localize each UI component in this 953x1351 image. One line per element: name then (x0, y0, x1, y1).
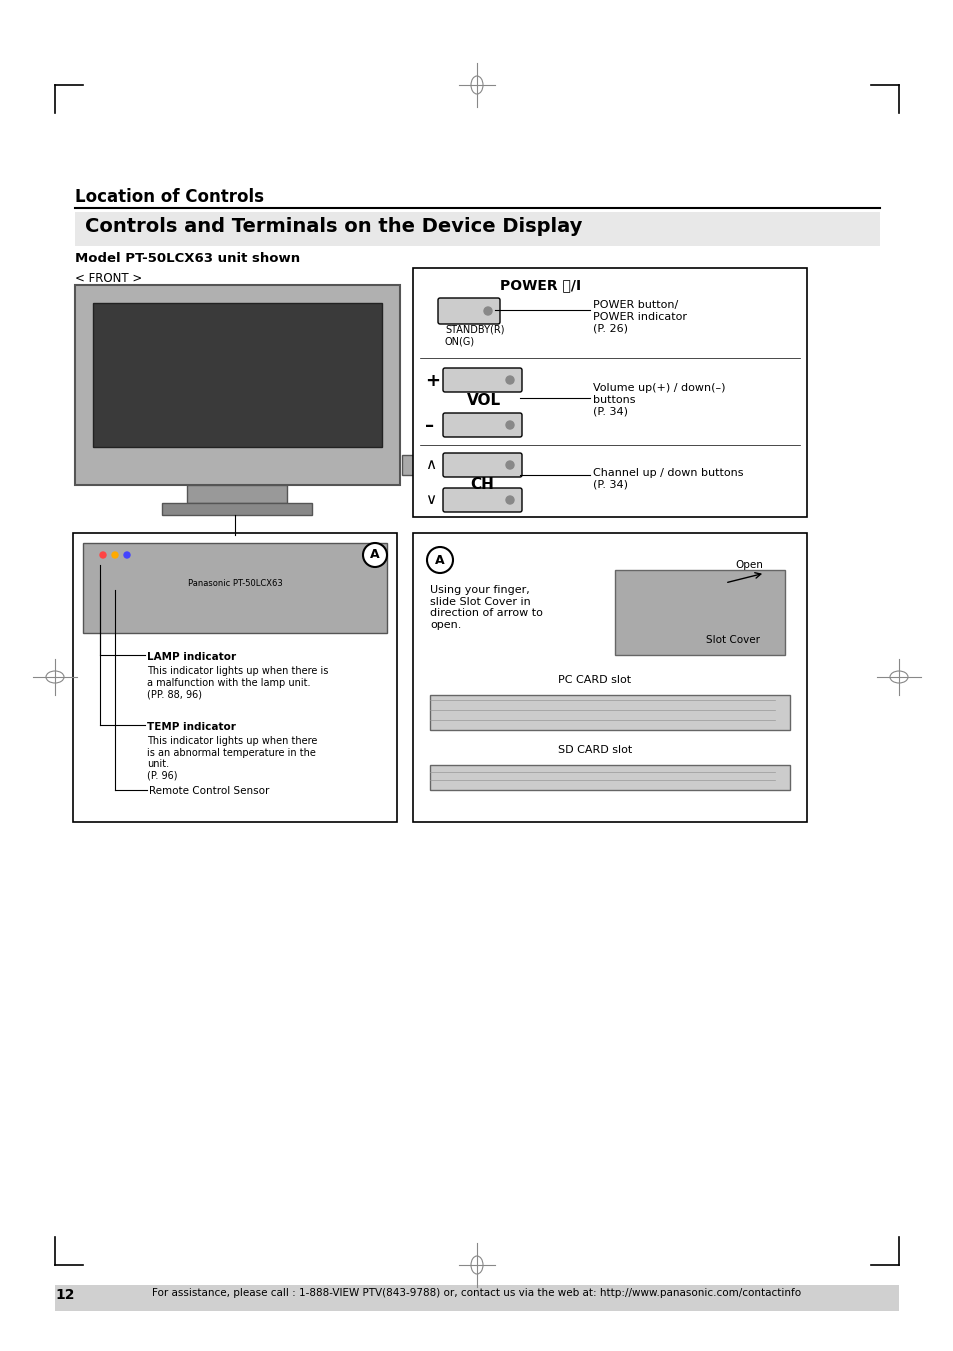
Text: 12: 12 (55, 1288, 74, 1302)
FancyBboxPatch shape (75, 212, 879, 246)
Text: Model PT-50LCX63 unit shown: Model PT-50LCX63 unit shown (75, 253, 300, 265)
Text: This indicator lights up when there
is an abnormal temperature in the
unit.
(P. : This indicator lights up when there is a… (147, 736, 317, 781)
FancyBboxPatch shape (83, 543, 387, 634)
FancyBboxPatch shape (401, 455, 432, 476)
Text: Controls and Terminals on the Device Display: Controls and Terminals on the Device Dis… (85, 218, 581, 236)
Text: POWER ⏻/I: POWER ⏻/I (499, 278, 580, 292)
Text: For assistance, please call : 1-888-VIEW PTV(843-9788) or, contact us via the we: For assistance, please call : 1-888-VIEW… (152, 1288, 801, 1298)
FancyBboxPatch shape (92, 303, 381, 447)
FancyBboxPatch shape (442, 453, 521, 477)
Circle shape (363, 543, 387, 567)
Text: Panasonic PT-50LCX63: Panasonic PT-50LCX63 (188, 578, 282, 588)
FancyBboxPatch shape (413, 534, 806, 821)
Text: Volume up(+) / down(–)
buttons
(P. 34): Volume up(+) / down(–) buttons (P. 34) (593, 382, 724, 416)
Text: Open: Open (734, 561, 762, 570)
Text: Channel up / down buttons
(P. 34): Channel up / down buttons (P. 34) (593, 467, 742, 489)
Text: SD CARD slot: SD CARD slot (558, 744, 632, 755)
Text: ∨: ∨ (424, 492, 436, 507)
Text: VOL: VOL (467, 393, 500, 408)
FancyBboxPatch shape (55, 1285, 898, 1310)
FancyBboxPatch shape (442, 367, 521, 392)
Text: Using your finger,
slide Slot Cover in
direction of arrow to
open.: Using your finger, slide Slot Cover in d… (430, 585, 542, 630)
Text: +: + (424, 372, 439, 390)
FancyBboxPatch shape (615, 570, 784, 655)
FancyBboxPatch shape (413, 267, 806, 517)
Text: Slot Cover: Slot Cover (705, 635, 760, 644)
Circle shape (505, 422, 514, 430)
Text: PC CARD slot: PC CARD slot (558, 676, 631, 685)
FancyBboxPatch shape (73, 534, 396, 821)
Circle shape (112, 553, 118, 558)
Text: STANDBY(R)
ON(G): STANDBY(R) ON(G) (444, 326, 504, 347)
Circle shape (505, 496, 514, 504)
Circle shape (427, 547, 453, 573)
Circle shape (100, 553, 106, 558)
FancyBboxPatch shape (442, 488, 521, 512)
Circle shape (483, 307, 492, 315)
FancyBboxPatch shape (187, 485, 287, 503)
Text: TEMP indicator: TEMP indicator (147, 721, 235, 732)
Text: Remote Control Sensor: Remote Control Sensor (149, 786, 269, 796)
FancyBboxPatch shape (430, 765, 789, 790)
FancyBboxPatch shape (75, 285, 399, 485)
Text: < FRONT >: < FRONT > (75, 272, 142, 285)
Text: This indicator lights up when there is
a malfunction with the lamp unit.
(PP. 88: This indicator lights up when there is a… (147, 666, 328, 700)
Text: ∧: ∧ (424, 457, 436, 471)
Text: Location of Controls: Location of Controls (75, 188, 264, 205)
Text: –: – (424, 417, 434, 435)
FancyBboxPatch shape (430, 694, 789, 730)
FancyBboxPatch shape (442, 413, 521, 436)
Text: POWER button/
POWER indicator
(P. 26): POWER button/ POWER indicator (P. 26) (593, 300, 686, 334)
Circle shape (505, 376, 514, 384)
Text: A: A (435, 554, 444, 566)
Text: A: A (370, 549, 379, 562)
Circle shape (505, 461, 514, 469)
Text: CH: CH (470, 477, 494, 492)
FancyBboxPatch shape (437, 299, 499, 324)
Text: LAMP indicator: LAMP indicator (147, 653, 236, 662)
Circle shape (124, 553, 130, 558)
FancyBboxPatch shape (162, 503, 312, 515)
